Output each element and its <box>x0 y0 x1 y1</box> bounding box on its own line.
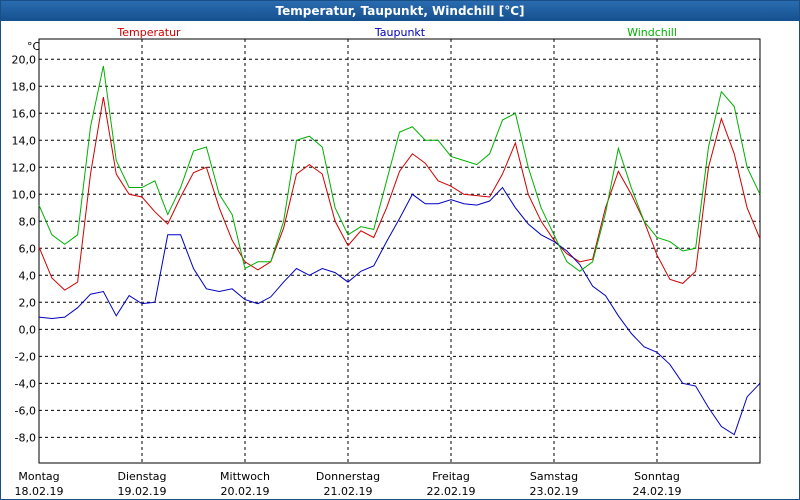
y-tick-label: 0,0 <box>19 323 37 336</box>
x-tick-label: Montag <box>18 470 59 483</box>
x-tick-label: Mittwoch <box>220 470 270 483</box>
x-tick-label: Sonntag <box>634 470 680 483</box>
x-tick-label: Samstag <box>530 470 578 483</box>
y-tick-label: 10,0 <box>12 188 37 201</box>
y-tick-label: 12,0 <box>12 161 37 174</box>
x-tick-date: 20.02.19 <box>221 485 270 498</box>
x-tick-date: 24.02.19 <box>633 485 682 498</box>
legend-entry: Windchill <box>627 26 677 39</box>
x-tick-date: 19.02.19 <box>118 485 167 498</box>
plot-area <box>38 38 761 464</box>
y-tick-label: 16,0 <box>12 107 37 120</box>
y-tick-label: 8,0 <box>19 215 37 228</box>
y-tick-label: -8,0 <box>15 431 36 444</box>
y-tick-label: 2,0 <box>19 296 37 309</box>
x-tick-date: 21.02.19 <box>324 485 373 498</box>
series-line <box>38 65 761 272</box>
x-tick-date: 23.02.19 <box>530 485 579 498</box>
y-tick-label: 14,0 <box>12 134 37 147</box>
y-tick-label: 20,0 <box>12 53 37 66</box>
x-tick-date: 18.02.19 <box>15 485 64 498</box>
legend-entry: Taupunkt <box>374 26 426 39</box>
y-tick-label: -6,0 <box>15 404 36 417</box>
y-tick-label: -2,0 <box>15 350 36 363</box>
y-tick-label: 6,0 <box>19 242 37 255</box>
y-tick-label: 18,0 <box>12 80 37 93</box>
y-tick-label: -4,0 <box>15 377 36 390</box>
y-tick-label: 4,0 <box>19 269 37 282</box>
series-line <box>38 186 761 436</box>
chart: °C -8,0 -6,0 -4,0 -2,0 0,0 2,0 4,0 6,0 8,0 10,0 12,… <box>12 26 761 498</box>
title-bar: Temperatur, Taupunkt, Windchill [°C] <box>1 1 799 21</box>
x-tick-label: Dienstag <box>117 470 166 483</box>
x-tick-date: 22.02.19 <box>427 485 476 498</box>
y-unit: °C <box>27 40 41 53</box>
series-line <box>38 96 761 291</box>
legend-entry: Temperatur <box>116 26 181 39</box>
x-tick-label: Donnerstag <box>316 470 380 483</box>
x-tick-label: Freitag <box>432 470 470 483</box>
